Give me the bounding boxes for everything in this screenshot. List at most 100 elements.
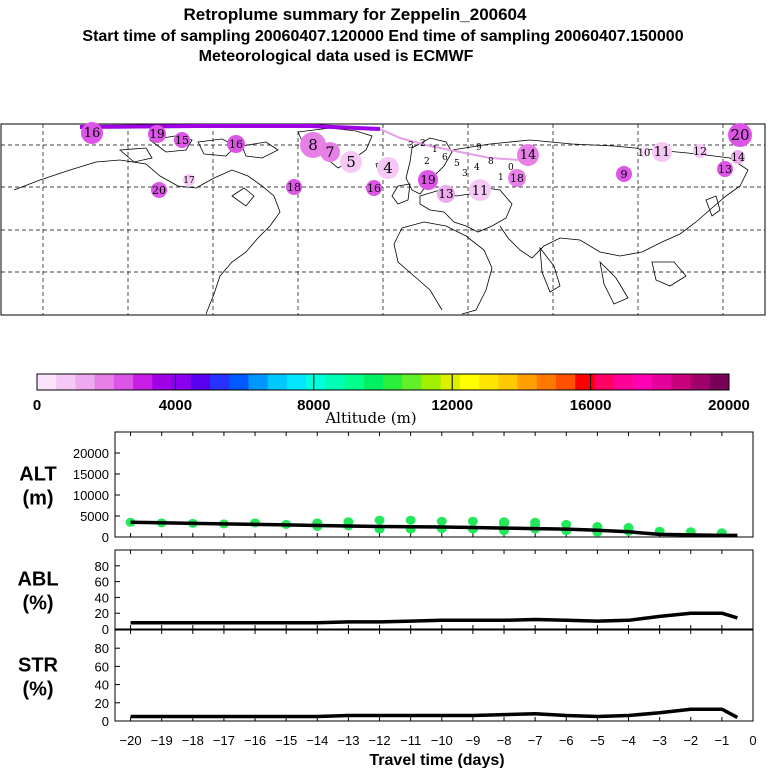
path-label: 1 [498, 173, 504, 183]
x-tick-label: −15 [275, 733, 297, 748]
cluster-circle [340, 151, 362, 173]
cluster-label: 18 [287, 181, 301, 194]
colorbar-tick-label: 16000 [570, 397, 612, 414]
colorbar-cell [498, 374, 519, 390]
cluster-label: 20 [152, 184, 166, 197]
y-tick-label: 80 [95, 641, 109, 656]
cluster-marker: 19 [148, 125, 166, 143]
path-label: 3 [462, 169, 468, 179]
altitude-point [467, 516, 478, 526]
retroplume-map: 16 19 15 16 8 7 5 4 20 14 12 11 10 13 9 … [0, 122, 766, 316]
cluster-label: 19 [420, 173, 435, 187]
cluster-marker: 11 [469, 179, 491, 201]
altitude-point [561, 519, 572, 529]
sampling-time-line: Start time of sampling 20060407.120000 E… [82, 28, 683, 45]
colorbar-cell [575, 374, 595, 390]
colorbar-cell [517, 374, 538, 390]
colorbar-cell [594, 374, 615, 390]
colorbar-cell [440, 374, 461, 390]
colorbar-cell [325, 374, 346, 390]
cluster-label: 11 [654, 145, 671, 160]
cluster-marker: 13 [437, 185, 455, 203]
x-tick-label: −20 [120, 733, 142, 748]
path-label: 1 [432, 145, 438, 155]
y-tick-label: 0 [102, 714, 109, 729]
y-tick-label: 20000 [73, 446, 109, 461]
x-tick-label: −3 [652, 733, 667, 748]
figure-title: Retroplume summary for Zeppelin_200604 [184, 5, 528, 24]
cluster-circle [183, 174, 195, 186]
cluster-marker: 16 [227, 135, 245, 153]
y-axis-title: (m) [22, 488, 53, 510]
x-tick-label: −10 [431, 733, 453, 748]
x-tick-label: −12 [369, 733, 391, 748]
panel-frame [114, 549, 754, 630]
cluster-circle [81, 122, 103, 144]
colorbar-tick-label: 20000 [708, 397, 750, 414]
colorbar-cell [383, 374, 403, 390]
cluster-label: 12 [693, 145, 707, 158]
cluster-label: 13 [438, 187, 453, 201]
panel-altitude: 0 5000 10000 15000 20000 ALT(m) [19, 431, 754, 545]
y-tick-label: 20 [95, 696, 109, 711]
colorbar-cell [267, 374, 288, 390]
cluster-circle [418, 170, 438, 190]
plume-path-labels: 3 2 1 6 2 5 3 4 8 9 1 0 [408, 139, 514, 183]
colorbar-cell [344, 374, 365, 390]
colorbar-cell [190, 374, 211, 390]
colorbar-cell [306, 374, 326, 390]
x-tick-label: −11 [400, 733, 421, 748]
cluster-circle [366, 180, 382, 196]
x-tick-label: −7 [528, 733, 543, 748]
x-tick-label: −14 [306, 733, 328, 748]
cluster-marker: 9 [616, 166, 632, 182]
colorbar-cell [459, 374, 480, 390]
path-label: 4 [474, 163, 480, 173]
colorbar-cell [479, 374, 499, 390]
cluster-label: 7 [326, 145, 335, 161]
path-label: 9 [476, 143, 482, 153]
cluster-marker: 15 [174, 132, 190, 148]
colorbar-cell [613, 374, 634, 390]
x-tick-label: −6 [559, 733, 574, 748]
cluster-marker: 17 [183, 174, 195, 186]
series-line-str [130, 707, 739, 719]
cluster-label: 19 [149, 127, 164, 141]
cluster-circle [638, 146, 650, 158]
path-label: 6 [442, 153, 448, 163]
colorbar-cell [171, 374, 192, 390]
cluster-marker: 12 [693, 144, 707, 158]
altitude-point [374, 515, 385, 525]
cluster-circle [728, 123, 752, 147]
cluster-label: 16 [367, 182, 381, 195]
x-tick-label: −9 [465, 733, 480, 748]
cluster-marker: 14 [517, 144, 539, 166]
y-axis-title: ALT [19, 464, 56, 486]
x-tick-label: −8 [497, 733, 512, 748]
cluster-circle [469, 179, 491, 201]
colorbar-cell [671, 374, 692, 390]
y-tick-label: 15000 [73, 467, 109, 482]
y-tick-label: 0 [102, 622, 109, 637]
y-axis-title: ABL [17, 569, 58, 591]
x-tick-label: −1 [714, 733, 729, 748]
colorbar-ticks: 0 4000 8000 12000 16000 20000 [33, 374, 750, 414]
altitude-point [499, 518, 510, 528]
colorbar-cell [56, 374, 76, 390]
cluster-label: 18 [510, 172, 524, 185]
cluster-label: 5 [346, 153, 356, 171]
colorbar-cell [37, 374, 57, 390]
panel-str: 0 20 40 60 80 STR(%) [18, 629, 754, 729]
colorbar-cell [421, 374, 442, 390]
cluster-circle [148, 125, 166, 143]
cluster-marker: 4 [377, 157, 399, 179]
cluster-marker: 16 [81, 122, 103, 144]
cluster-circle [616, 166, 632, 182]
x-tick-label: −13 [337, 733, 359, 748]
series-line-abl [130, 611, 738, 625]
y-tick-label: 20 [95, 606, 109, 621]
cluster-circle [227, 135, 245, 153]
cluster-circle [508, 169, 526, 187]
